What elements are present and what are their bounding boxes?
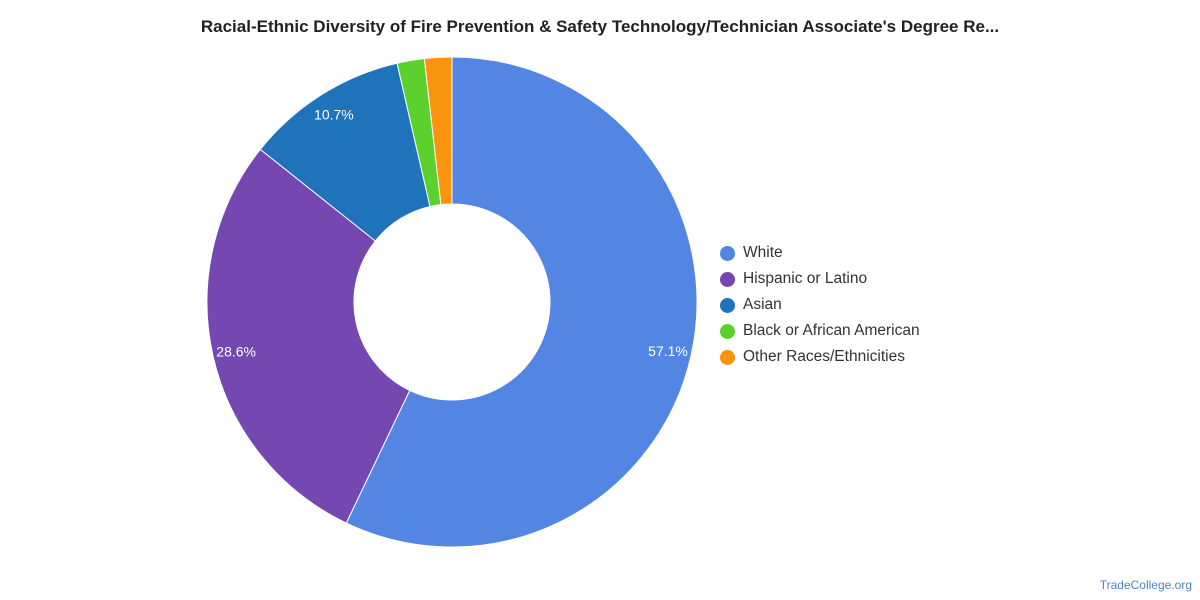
legend-item-asian[interactable]: Asian (720, 292, 920, 318)
slice-other-races-ethnicities[interactable] (423, 56, 453, 206)
legend-item-other-races-ethnicities[interactable]: Other Races/Ethnicities (720, 344, 920, 370)
legend-label: Asian (743, 296, 782, 313)
chart-title: Racial-Ethnic Diversity of Fire Preventi… (200, 17, 1000, 36)
legend-label: Black or African American (743, 322, 920, 339)
legend-label: White (743, 244, 783, 261)
legend-item-black-or-african-american[interactable]: Black or African American (720, 318, 920, 344)
slice-label-hispanic-or-latino: 28.6% (216, 344, 256, 360)
labels-layer: 57.1% 28.6% 10.7% (216, 107, 688, 360)
legend-label: Other Races/Ethnicities (743, 348, 905, 365)
slice-label-white: 57.1% (648, 343, 688, 359)
legend-label: Hispanic or Latino (743, 270, 868, 287)
legend-item-white[interactable]: White (720, 240, 920, 266)
slices-layer (206, 56, 698, 548)
legend-item-hispanic-or-latino[interactable]: Hispanic or Latino (720, 266, 920, 292)
slice-white[interactable] (345, 56, 698, 548)
chart-legend: White Hispanic or Latino Asian Black or Afr… (720, 240, 920, 370)
slice-label-asian: 10.7% (314, 107, 354, 123)
legend-swatch (720, 349, 735, 365)
legend-swatch (720, 323, 735, 339)
legend-swatch (720, 245, 735, 261)
source-credit[interactable]: TradeCollege.org (1099, 578, 1192, 592)
legend-swatch (720, 271, 735, 287)
slice-hispanic-or-latino[interactable] (206, 148, 411, 524)
slice-asian[interactable] (259, 62, 431, 242)
legend-swatch (720, 297, 735, 313)
